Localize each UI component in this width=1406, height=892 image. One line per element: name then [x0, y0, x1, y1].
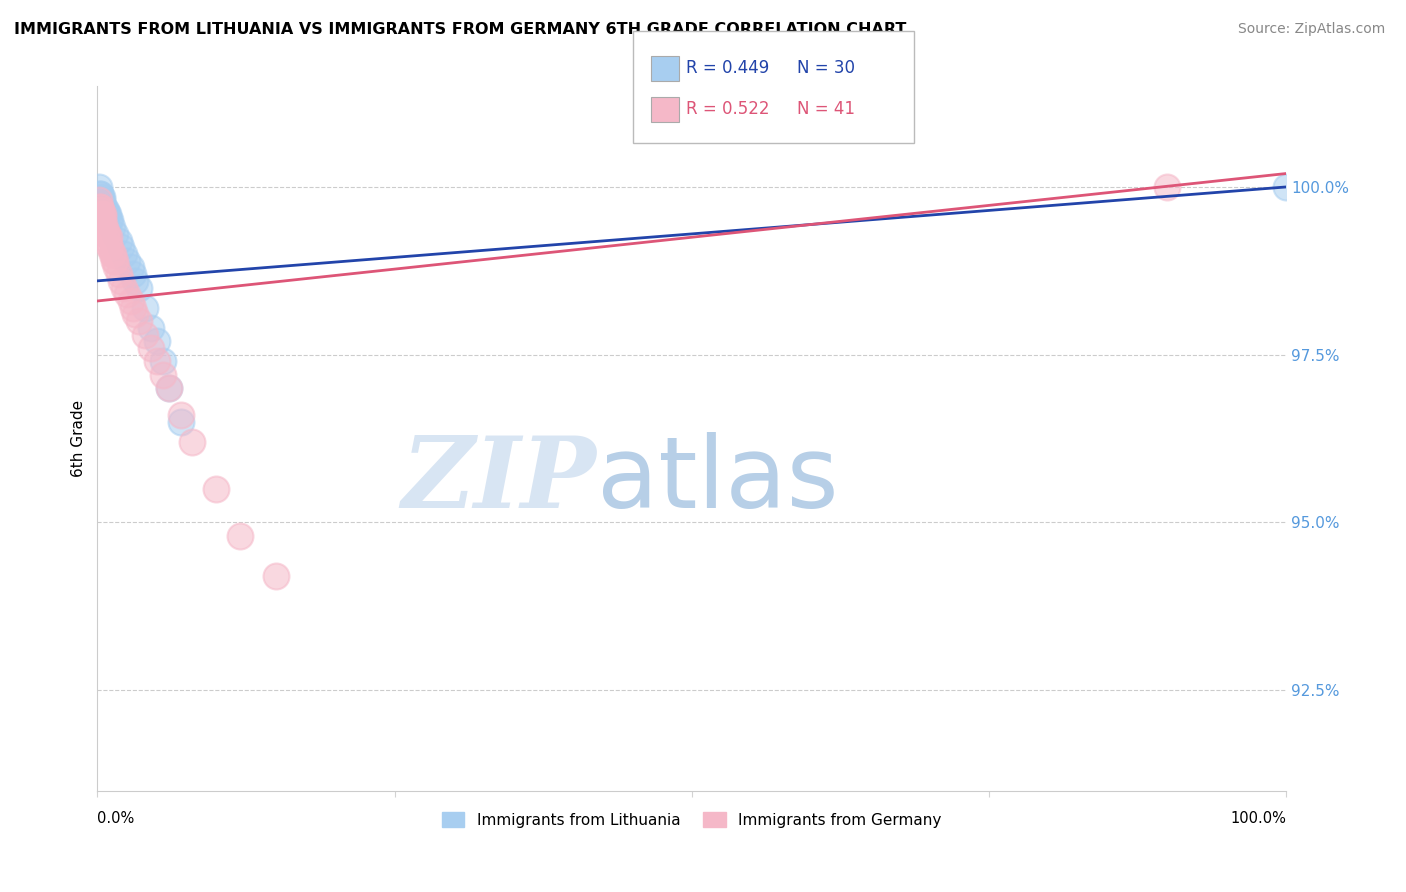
- Point: [90, 203, 112, 218]
- Text: 100.0%: 100.0%: [1230, 811, 1286, 826]
- Text: N = 30: N = 30: [797, 59, 855, 77]
- Text: N = 41: N = 41: [797, 100, 855, 118]
- Point: [89, 200, 111, 214]
- Point: [1275, 180, 1298, 194]
- Point: [89, 200, 111, 214]
- Text: atlas: atlas: [596, 433, 838, 529]
- Point: [93, 220, 115, 235]
- Point: [169, 415, 191, 429]
- Point: [91, 213, 114, 227]
- Point: [264, 569, 287, 583]
- Point: [94, 203, 117, 218]
- Text: R = 0.449: R = 0.449: [686, 59, 769, 77]
- Text: R = 0.522: R = 0.522: [686, 100, 769, 118]
- Point: [139, 341, 162, 355]
- Point: [124, 274, 146, 288]
- Point: [152, 354, 174, 368]
- Point: [93, 217, 115, 231]
- Point: [1156, 180, 1178, 194]
- Point: [169, 408, 191, 422]
- Point: [91, 200, 114, 214]
- Point: [115, 253, 138, 268]
- Point: [98, 213, 121, 227]
- Point: [115, 287, 138, 301]
- Point: [229, 529, 252, 543]
- Text: 0.0%: 0.0%: [97, 811, 135, 826]
- Point: [97, 207, 120, 221]
- Point: [104, 253, 127, 268]
- Point: [89, 186, 111, 201]
- Point: [157, 381, 180, 395]
- Point: [91, 210, 114, 224]
- Point: [122, 267, 145, 281]
- Point: [96, 227, 118, 241]
- Point: [89, 194, 111, 208]
- Y-axis label: 6th Grade: 6th Grade: [72, 400, 86, 477]
- Point: [100, 213, 122, 227]
- Text: IMMIGRANTS FROM LITHUANIA VS IMMIGRANTS FROM GERMANY 6TH GRADE CORRELATION CHART: IMMIGRANTS FROM LITHUANIA VS IMMIGRANTS …: [14, 22, 907, 37]
- Point: [120, 293, 142, 308]
- Point: [96, 207, 118, 221]
- Legend: Immigrants from Lithuania, Immigrants from Germany: Immigrants from Lithuania, Immigrants fr…: [436, 805, 948, 834]
- Point: [100, 240, 122, 254]
- Point: [124, 307, 146, 321]
- Point: [146, 334, 169, 349]
- Point: [100, 247, 122, 261]
- Point: [104, 227, 127, 241]
- Point: [128, 314, 150, 328]
- Point: [134, 301, 156, 315]
- Point: [157, 381, 180, 395]
- Point: [93, 200, 115, 214]
- Point: [90, 190, 112, 204]
- Point: [100, 220, 122, 235]
- Point: [107, 234, 129, 248]
- Point: [120, 260, 142, 275]
- Point: [97, 234, 120, 248]
- Point: [112, 280, 135, 294]
- Point: [94, 227, 117, 241]
- Point: [90, 207, 112, 221]
- Point: [110, 274, 132, 288]
- Point: [146, 354, 169, 368]
- Point: [91, 207, 114, 221]
- Point: [101, 247, 124, 261]
- Text: Source: ZipAtlas.com: Source: ZipAtlas.com: [1237, 22, 1385, 37]
- Text: ZIP: ZIP: [402, 433, 596, 529]
- Point: [139, 320, 162, 334]
- Point: [112, 247, 135, 261]
- Point: [89, 180, 111, 194]
- Point: [181, 434, 204, 449]
- Point: [152, 368, 174, 382]
- Point: [110, 240, 132, 254]
- Point: [107, 267, 129, 281]
- Point: [205, 482, 228, 496]
- Point: [91, 194, 114, 208]
- Point: [97, 230, 120, 244]
- Point: [128, 280, 150, 294]
- Point: [89, 186, 111, 201]
- Point: [105, 260, 128, 275]
- Point: [134, 327, 156, 342]
- Point: [98, 240, 121, 254]
- Point: [90, 194, 112, 208]
- Point: [122, 301, 145, 315]
- Point: [103, 253, 125, 268]
- Point: [96, 223, 118, 237]
